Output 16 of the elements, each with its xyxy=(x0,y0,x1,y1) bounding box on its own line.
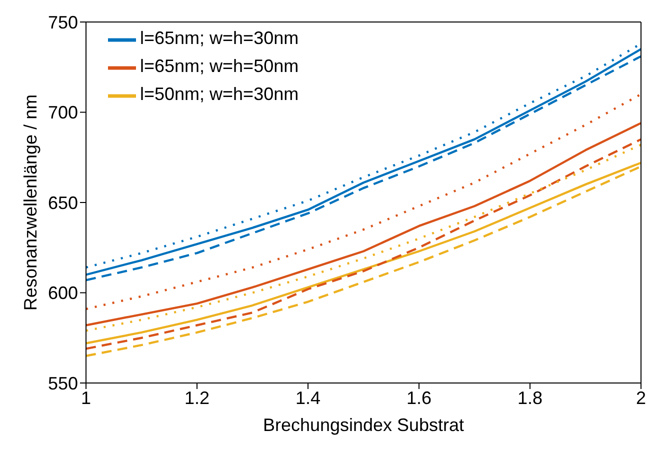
y-tick-label: 550 xyxy=(48,373,78,394)
legend-label: l=50nm; w=h=30nm xyxy=(140,84,299,104)
y-axis-title: Resonanzwellenlänge / nm xyxy=(20,94,40,311)
legend-label: l=65nm; w=h=50nm xyxy=(140,56,299,76)
x-tick-label: 1.8 xyxy=(517,388,543,408)
x-tick-label: 1.6 xyxy=(406,388,432,408)
x-axis-title: Brechungsindex Substrat xyxy=(262,415,464,435)
x-tick-label: 1 xyxy=(80,388,92,408)
legend-label: l=65nm; w=h=30nm xyxy=(140,28,299,48)
y-tick-label: 700 xyxy=(48,102,78,123)
y-tick-label: 600 xyxy=(48,283,78,304)
x-tick-label: 1.2 xyxy=(184,388,210,408)
y-tick-label: 750 xyxy=(48,12,78,32)
y-tick-label: 650 xyxy=(48,192,78,213)
x-tick-label: 1.4 xyxy=(295,388,321,408)
x-tick-label: 2 xyxy=(636,388,646,408)
